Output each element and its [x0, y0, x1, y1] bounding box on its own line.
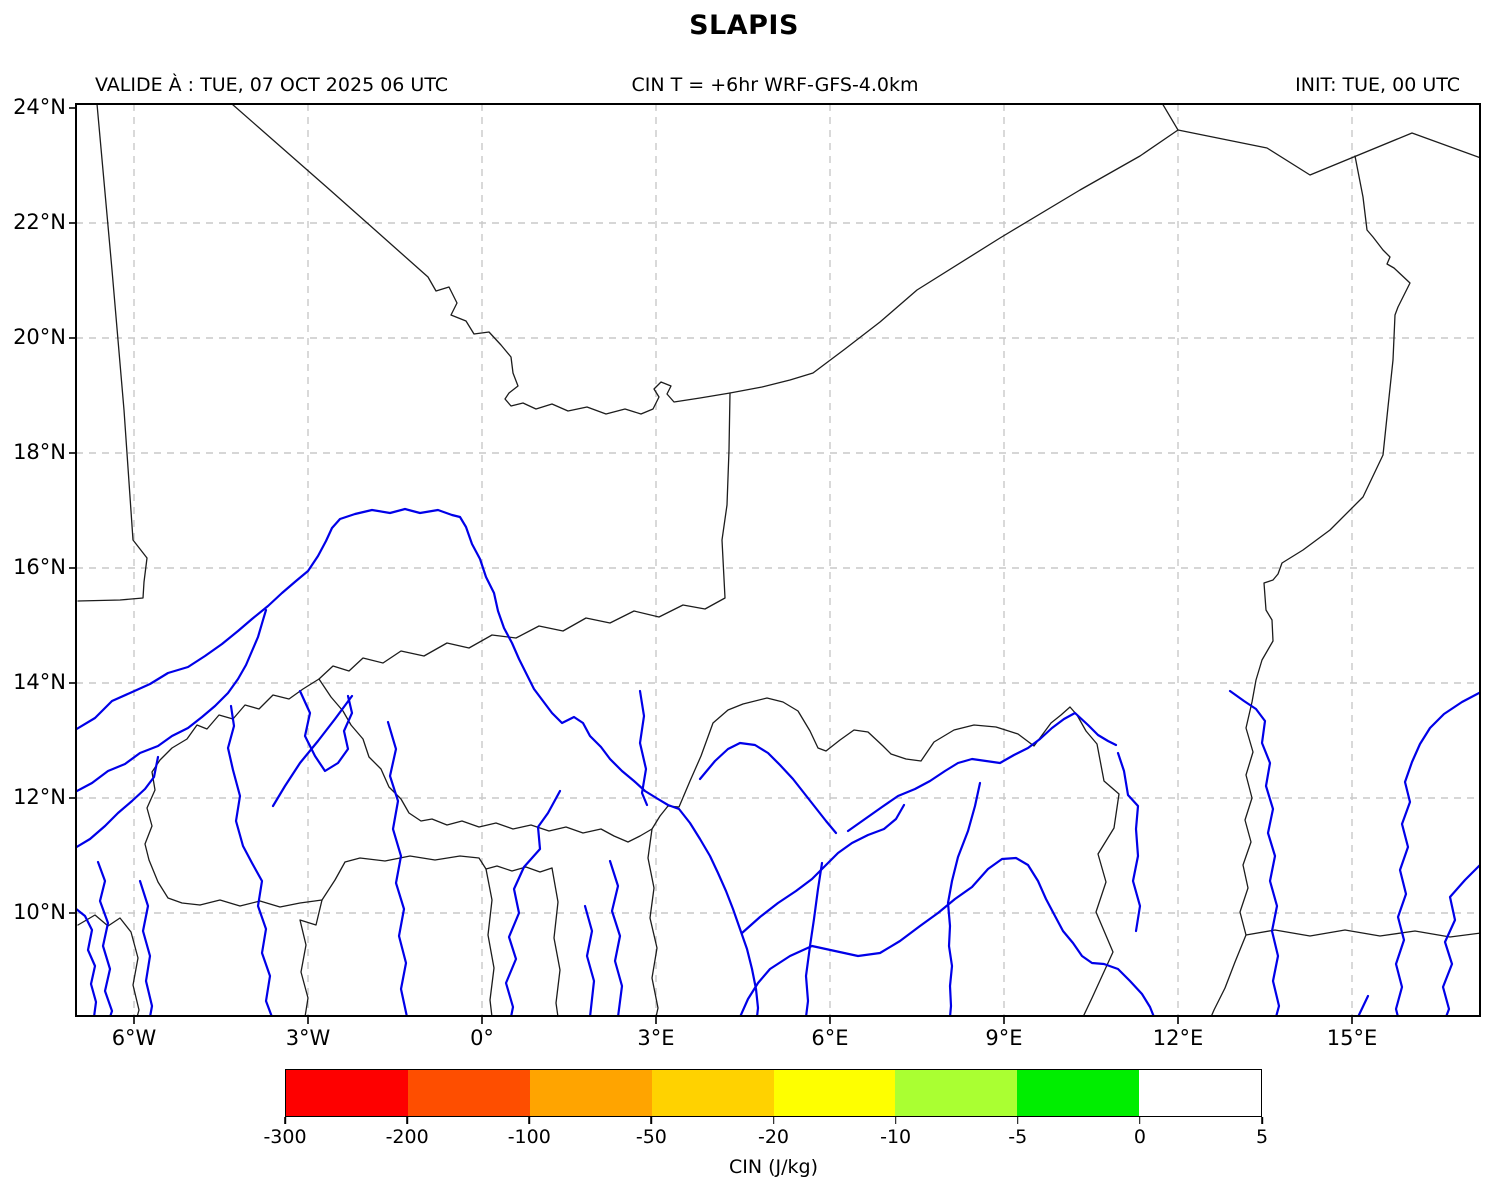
country-border-path: [1177, 129, 1480, 176]
colorbar-tick-mark: [528, 1117, 531, 1124]
country-border-path: [551, 867, 561, 1016]
y-tick-label: 20°N: [13, 325, 66, 349]
river-path: [76, 608, 268, 793]
river-path: [698, 741, 838, 835]
river-path: [739, 856, 1155, 1016]
river-path: [386, 720, 408, 1016]
colorbar-tick-mark: [894, 1117, 897, 1124]
colorbar-tick-label: 0: [1133, 1126, 1146, 1148]
river-path: [1116, 751, 1142, 933]
colorbar-tick-mark: [1261, 1117, 1263, 1124]
x-tick-label: 12°E: [1152, 1026, 1204, 1050]
river-path: [608, 859, 624, 1016]
river-path: [1228, 689, 1281, 1016]
axis-tick-marks: [69, 107, 1353, 1024]
river-path: [583, 904, 596, 1016]
country-borders-layer: [77, 104, 1480, 1016]
country-border-path: [1245, 929, 1480, 938]
x-tick-label: 3°E: [637, 1026, 675, 1050]
forecast-label: CIN T = +6hr WRF-GFS-4.0km: [631, 74, 919, 96]
colorbar-tick-label: -200: [385, 1126, 429, 1148]
y-tick-label: 12°N: [13, 785, 66, 809]
colorbar-tick-mark: [772, 1117, 775, 1124]
river-path: [1394, 691, 1480, 1016]
river-path: [804, 861, 824, 1016]
x-tick-label: 6°W: [111, 1026, 157, 1050]
colorbar-tick-label: -100: [507, 1126, 551, 1148]
river-path: [1357, 994, 1370, 1016]
river-path: [96, 860, 114, 1016]
colorbar-segment: [1017, 1070, 1140, 1116]
y-tick-label: 22°N: [13, 210, 66, 234]
country-border-path: [144, 392, 731, 906]
plot-frame: [75, 103, 1481, 1017]
country-border-path: [299, 899, 323, 1016]
colorbar-tick-label: -5: [1008, 1126, 1028, 1148]
colorbar-segment: [407, 1070, 530, 1116]
country-border-path: [77, 914, 140, 1016]
x-tick-label: 9°E: [985, 1026, 1023, 1050]
x-tick-label: 0°: [470, 1026, 494, 1050]
y-tick-label: 18°N: [13, 440, 66, 464]
y-tick-label: 24°N: [13, 95, 66, 119]
country-border-path: [77, 104, 148, 602]
colorbar-tick-mark: [284, 1117, 286, 1124]
init-time-label: INIT: TUE, 00 UTC: [1295, 74, 1460, 96]
river-path: [638, 689, 649, 807]
river-path: [740, 803, 906, 935]
country-border-path: [1210, 155, 1411, 1016]
river-path: [946, 781, 982, 1016]
country-border-path: [647, 828, 659, 1016]
colorbar-tick-mark: [1016, 1117, 1019, 1124]
x-tick-label: 6°E: [811, 1026, 849, 1050]
river-path: [226, 704, 273, 1016]
x-tick-label: 15°E: [1326, 1026, 1378, 1050]
colorbar-tick-mark: [406, 1117, 408, 1124]
colorbar-tick-mark: [650, 1117, 653, 1124]
colorbar-tick-label: -20: [757, 1126, 790, 1148]
colorbar-label: CIN (J/kg): [728, 1156, 819, 1178]
colorbar-segment: [773, 1070, 896, 1116]
page-title: SLAPIS: [689, 10, 799, 41]
river-path: [846, 711, 1118, 833]
valid-time-label: VALIDE À : TUE, 07 OCT 2025 06 UTC: [95, 74, 449, 96]
x-tick-label: 3°W: [285, 1026, 331, 1050]
river-path: [504, 789, 562, 1016]
colorbar-segment: [651, 1070, 774, 1116]
country-border-path: [231, 104, 1179, 415]
river-path: [138, 879, 154, 1016]
river-path: [1441, 863, 1480, 1016]
colorbar-tick-label: -10: [880, 1126, 912, 1148]
country-border-path: [667, 697, 1120, 1016]
colorbar-tick-mark: [1139, 1117, 1141, 1124]
river-path: [76, 507, 760, 1016]
river-path: [271, 694, 354, 808]
colorbar-tick-label: -300: [263, 1126, 307, 1148]
river-path: [76, 755, 160, 849]
country-border-path: [199, 855, 553, 908]
river-path: [76, 907, 98, 1016]
colorbar-segment: [529, 1070, 652, 1116]
rivers-layer: [76, 507, 1480, 1016]
y-tick-label: 14°N: [13, 670, 66, 694]
y-tick-label: 10°N: [13, 900, 66, 924]
colorbar: [285, 1069, 1262, 1117]
river-path: [298, 689, 354, 773]
colorbar-segment: [1139, 1070, 1261, 1116]
colorbar-segment: [286, 1070, 408, 1116]
country-border-path: [318, 678, 669, 843]
colorbar-tick-label: 5: [1255, 1126, 1269, 1148]
y-tick-label: 16°N: [13, 555, 66, 579]
colorbar-segment: [895, 1070, 1018, 1116]
country-border-path: [485, 868, 495, 1016]
colorbar-tick-label: -50: [635, 1126, 667, 1148]
